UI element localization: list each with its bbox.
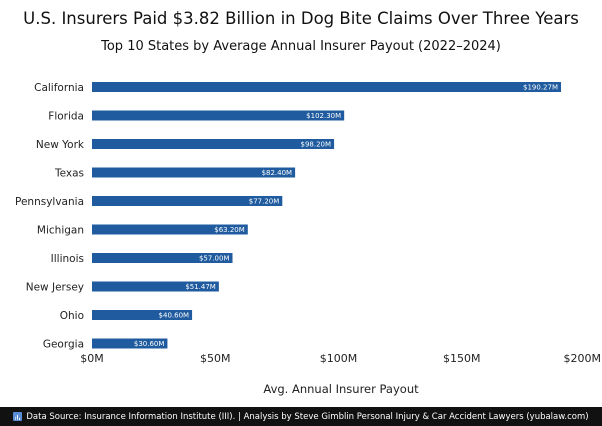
bar-ohio xyxy=(92,310,193,320)
category-label: Florida xyxy=(48,111,84,123)
data-label: $51.47M xyxy=(185,283,216,291)
category-label: Georgia xyxy=(43,339,84,351)
data-label: $190.27M xyxy=(523,84,558,92)
x-tick-label: $150M xyxy=(443,352,481,365)
bar-illinois xyxy=(92,253,233,263)
footer-source-text: Data Source: Insurance Information Insti… xyxy=(26,411,589,422)
bars-layer xyxy=(92,82,562,349)
bar-new-york xyxy=(92,139,335,149)
x-tick-labels: $0M $50M $100M $150M $200M xyxy=(80,352,601,365)
data-label: $102.30M xyxy=(306,112,341,120)
footer-bar: Data Source: Insurance Information Insti… xyxy=(0,407,602,426)
category-labels: California Florida New York Texas Pennsylvan… xyxy=(15,82,85,351)
data-label: $40.60M xyxy=(159,312,190,320)
bar-new-jersey xyxy=(92,281,219,292)
data-label: $98.20M xyxy=(301,141,332,149)
x-tick-label: $200M xyxy=(564,352,602,365)
data-labels: $190.27M $102.30M $98.20M $82.40M $77.20M $63… xyxy=(134,84,558,349)
bar-texas xyxy=(92,167,296,178)
x-tick-label: $0M xyxy=(80,352,104,365)
bar-chart-icon xyxy=(13,412,23,421)
category-label: Michigan xyxy=(37,225,84,237)
x-axis-label: Avg. Annual Insurer Payout xyxy=(263,382,419,396)
category-label: Texas xyxy=(54,168,84,180)
chart-subtitle: Top 10 States by Average Annual Insurer … xyxy=(101,39,501,54)
bar-california xyxy=(92,82,562,92)
bar-michigan xyxy=(92,224,248,235)
data-label: $57.00M xyxy=(199,255,230,263)
bar-georgia xyxy=(92,338,168,349)
x-tick-label: $100M xyxy=(320,352,358,365)
category-label: Pennsylvania xyxy=(15,196,84,208)
category-label: Illinois xyxy=(51,253,84,265)
data-label: $63.20M xyxy=(214,226,245,234)
chart-title: U.S. Insurers Paid $3.82 Billion in Dog … xyxy=(23,9,579,28)
data-label: $82.40M xyxy=(262,169,293,177)
category-label: New Jersey xyxy=(26,282,84,294)
category-label: New York xyxy=(36,139,85,151)
data-label: $30.60M xyxy=(134,340,165,348)
x-tick-label: $50M xyxy=(200,352,231,365)
bar-florida xyxy=(92,110,345,121)
category-label: California xyxy=(34,82,84,94)
bar-pennsylvania xyxy=(92,196,283,206)
data-label: $77.20M xyxy=(249,198,280,206)
category-label: Ohio xyxy=(60,310,84,322)
